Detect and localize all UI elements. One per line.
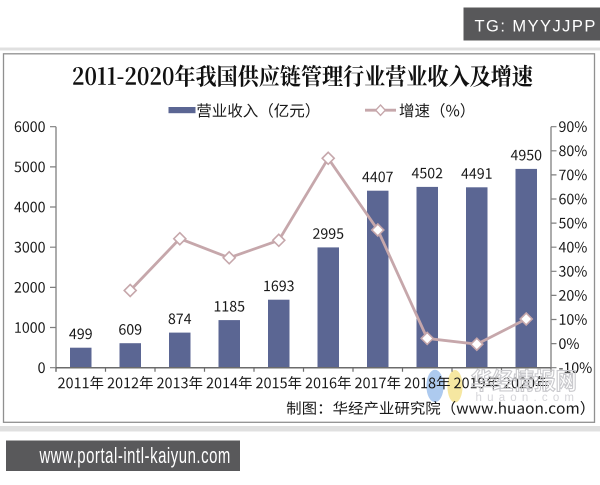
svg-text:TG: MYYJJPP: TG: MYYJJPP — [475, 17, 597, 35]
svg-text:huaon.com: huaon.com — [476, 392, 580, 404]
svg-text:www.portal-intl-kaiyun.com: www.portal-intl-kaiyun.com — [39, 444, 231, 469]
